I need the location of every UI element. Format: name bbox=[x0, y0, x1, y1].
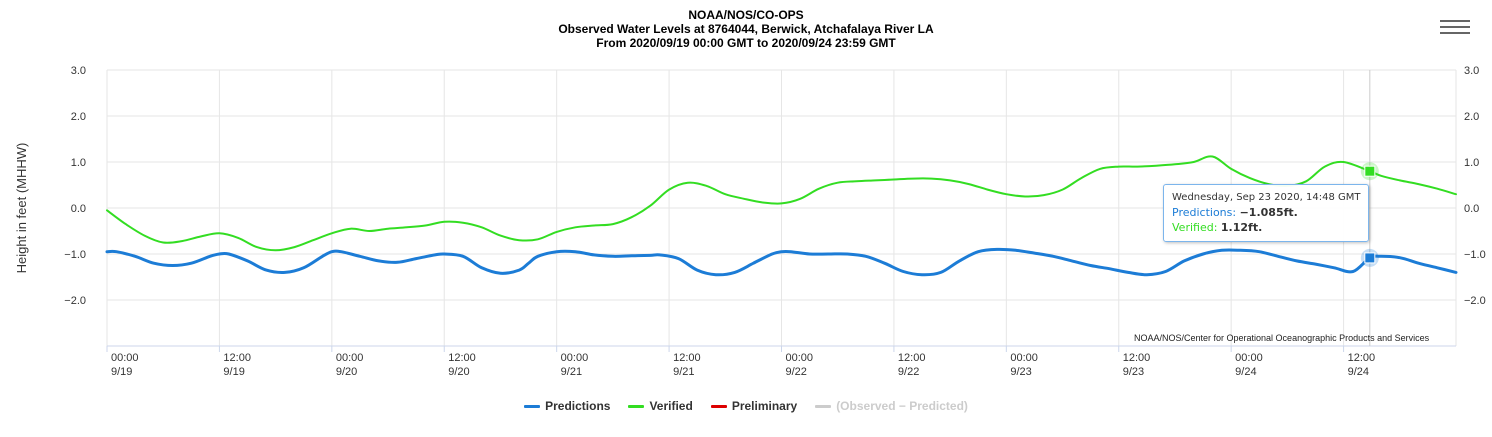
legend-swatch-observed-minus-predicted bbox=[815, 404, 832, 408]
x-tick-label-time: 12:00 bbox=[898, 352, 926, 364]
data-tooltip: Wednesday, Sep 23 2020, 14:48 GMT Predic… bbox=[1163, 184, 1370, 242]
menu-bar bbox=[1440, 32, 1470, 34]
tooltip-verified-row: Verified: 1.12ft. bbox=[1172, 220, 1360, 235]
hover-point-predictions[interactable] bbox=[1364, 252, 1376, 264]
x-tick-label-date: 9/21 bbox=[561, 366, 582, 378]
tooltip-verified-value: 1.12ft. bbox=[1220, 221, 1263, 234]
x-tick-label-time: 00:00 bbox=[1010, 352, 1038, 364]
chart-subtitle: Observed Water Levels at 8764044, Berwic… bbox=[558, 22, 934, 36]
y-tick-label-left: 3.0 bbox=[71, 65, 86, 77]
x-tick-label-date: 9/19 bbox=[223, 366, 244, 378]
legend-swatch-preliminary bbox=[710, 404, 727, 408]
x-tick-label-date: 9/19 bbox=[111, 366, 132, 378]
x-tick-label-time: 12:00 bbox=[1348, 352, 1376, 364]
legend-label-observed-minus-predicted: (Observed − Predicted) bbox=[836, 399, 968, 413]
y-tick-label-left: 0.0 bbox=[71, 203, 86, 215]
x-tick-label-time: 00:00 bbox=[336, 352, 364, 364]
tooltip-verified-label: Verified: bbox=[1172, 221, 1218, 234]
y-tick-label-left: −1.0 bbox=[64, 249, 86, 261]
legend-item-preliminary[interactable]: Preliminary bbox=[710, 399, 798, 413]
chart-title: NOAA/NOS/CO-OPS bbox=[688, 8, 804, 22]
x-tick-label-date: 9/21 bbox=[673, 366, 694, 378]
x-tick-label-time: 12:00 bbox=[1123, 352, 1151, 364]
y-tick-label-left: 2.0 bbox=[71, 111, 86, 123]
x-tick-label-time: 00:00 bbox=[111, 352, 139, 364]
tooltip-date: Wednesday, Sep 23 2020, 14:48 GMT bbox=[1172, 192, 1361, 203]
x-tick-label-date: 9/24 bbox=[1235, 366, 1256, 378]
x-tick-label-date: 9/20 bbox=[336, 366, 357, 378]
marker-layer bbox=[1360, 162, 1379, 267]
y-axis-title: Height in feet (MHHW) bbox=[14, 143, 29, 274]
legend-swatch-verified bbox=[628, 404, 645, 408]
x-tick-label-date: 9/23 bbox=[1010, 366, 1031, 378]
chart-legend: Predictions Verified Preliminary (Observ… bbox=[0, 399, 1492, 413]
series-layer bbox=[105, 155, 1458, 277]
menu-bar bbox=[1440, 20, 1470, 22]
y-tick-label-right: 0.0 bbox=[1464, 203, 1479, 215]
legend-label-preliminary: Preliminary bbox=[731, 399, 798, 413]
legend-item-verified[interactable]: Verified bbox=[628, 399, 693, 413]
y-tick-label-right: 2.0 bbox=[1464, 111, 1479, 123]
x-tick-label-time: 00:00 bbox=[786, 352, 814, 364]
hamburger-menu-icon[interactable] bbox=[1440, 16, 1470, 46]
y-tick-label-right: 3.0 bbox=[1464, 65, 1479, 77]
x-tick-label-date: 9/22 bbox=[898, 366, 919, 378]
legend-item-observed-minus-predicted[interactable]: (Observed − Predicted) bbox=[815, 399, 968, 413]
y-tick-label-left: 1.0 bbox=[71, 157, 86, 169]
chart-credit[interactable]: NOAA/NOS/Center for Operational Oceanogr… bbox=[1134, 333, 1430, 343]
x-tick-label-time: 00:00 bbox=[1235, 352, 1263, 364]
chart-date-range: From 2020/09/19 00:00 GMT to 2020/09/24 … bbox=[596, 36, 896, 50]
x-tick-label-time: 00:00 bbox=[561, 352, 589, 364]
x-tick-label-date: 9/20 bbox=[448, 366, 469, 378]
chart-title-block: NOAA/NOS/CO-OPS Observed Water Levels at… bbox=[0, 8, 1492, 50]
series-line-predictions[interactable] bbox=[105, 247, 1458, 277]
y-tick-label-right: 1.0 bbox=[1464, 157, 1479, 169]
y-tick-label-right: −2.0 bbox=[1464, 295, 1486, 307]
series-line-verified[interactable] bbox=[106, 155, 1457, 252]
x-tick-label-time: 12:00 bbox=[673, 352, 701, 364]
legend-label-predictions: Predictions bbox=[545, 399, 611, 413]
tooltip-predictions-value: −1.085ft. bbox=[1239, 206, 1298, 219]
x-tick-label-date: 9/23 bbox=[1123, 366, 1144, 378]
menu-bar bbox=[1440, 26, 1470, 28]
tooltip-predictions-label: Predictions: bbox=[1172, 206, 1237, 219]
y-tick-label-left: −2.0 bbox=[64, 295, 86, 307]
y-tick-label-right: −1.0 bbox=[1464, 249, 1486, 261]
tooltip-predictions-row: Predictions: −1.085ft. bbox=[1172, 205, 1360, 220]
legend-item-predictions[interactable]: Predictions bbox=[524, 399, 610, 413]
legend-label-verified: Verified bbox=[649, 399, 693, 413]
axes: 3.0 3.0 2.0 2.0 1.0 1.0 0.0 0.0 −1.0 −1.0 −2.0 −2.0… bbox=[64, 65, 1485, 378]
hover-point-verified[interactable] bbox=[1364, 165, 1376, 177]
x-tick-label-time: 12:00 bbox=[223, 352, 251, 364]
x-tick-label-time: 12:00 bbox=[448, 352, 476, 364]
x-tick-label-date: 9/22 bbox=[786, 366, 807, 378]
x-tick-label-date: 9/24 bbox=[1348, 366, 1369, 378]
legend-swatch-predictions bbox=[524, 404, 541, 408]
